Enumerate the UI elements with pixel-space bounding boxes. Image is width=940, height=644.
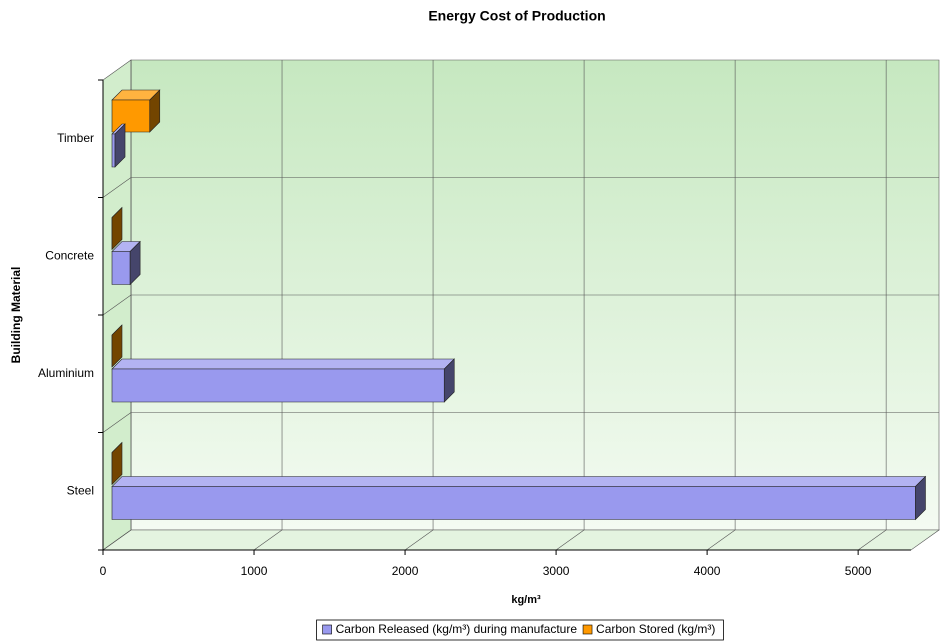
bar bbox=[111, 206, 123, 251]
bar-side bbox=[443, 358, 455, 403]
bar-side bbox=[114, 123, 126, 168]
y-tick-label: Steel bbox=[67, 483, 94, 497]
bar-side bbox=[111, 324, 123, 368]
bar bbox=[111, 123, 126, 168]
y-axis-label: Building Material bbox=[9, 267, 23, 364]
legend-swatch bbox=[322, 624, 332, 635]
legend-label: Carbon Stored (kg/m³) bbox=[596, 622, 715, 636]
legend-swatch bbox=[582, 624, 593, 635]
bar bbox=[111, 324, 123, 368]
y-tick-label: Concrete bbox=[45, 248, 94, 262]
legend: Carbon Released (kg/m³) during manufactu… bbox=[316, 619, 724, 641]
bar-side bbox=[149, 89, 161, 133]
x-tick-label: 3000 bbox=[543, 564, 570, 578]
grid-line bbox=[555, 529, 585, 551]
bar-front bbox=[111, 99, 151, 133]
chart-title: Energy Cost of Production bbox=[428, 8, 605, 24]
x-tick-label: 1000 bbox=[241, 564, 268, 578]
bar bbox=[111, 240, 141, 286]
bar-side bbox=[111, 206, 123, 251]
x-tick-label: 2000 bbox=[392, 564, 419, 578]
x-axis-label: kg/m³ bbox=[511, 594, 541, 606]
x-tick-label: 5000 bbox=[845, 564, 872, 578]
grid-line bbox=[404, 529, 434, 551]
bar bbox=[111, 441, 123, 486]
bar-side bbox=[129, 240, 141, 286]
band-line bbox=[102, 294, 132, 316]
band-line bbox=[102, 412, 132, 433]
bar-side bbox=[915, 475, 926, 521]
bar bbox=[111, 475, 927, 521]
bar bbox=[111, 89, 161, 133]
bar bbox=[111, 358, 455, 403]
grid-line bbox=[857, 529, 887, 551]
bar-front bbox=[111, 486, 916, 520]
bar-top bbox=[111, 358, 455, 370]
legend-box bbox=[316, 619, 724, 641]
plot-area: 0 1000 2000 3000 4000 5000 Timber Concrete Alumi… bbox=[38, 59, 940, 578]
y-tick-label: Timber bbox=[57, 131, 94, 145]
x-tick-label: 4000 bbox=[694, 564, 721, 578]
y-tick-label: Aluminium bbox=[38, 366, 94, 380]
x-tick-label: 0 bbox=[100, 564, 107, 578]
grid-line bbox=[706, 529, 736, 551]
bar-top bbox=[111, 476, 927, 487]
bar-front bbox=[111, 133, 116, 168]
floor bbox=[102, 529, 940, 551]
bar-side bbox=[111, 441, 123, 486]
legend-label: Carbon Released (kg/m³) during manufactu… bbox=[336, 622, 578, 636]
grid-line bbox=[102, 529, 132, 551]
bar-front bbox=[111, 251, 131, 285]
band-line bbox=[102, 177, 132, 198]
bar-front bbox=[111, 368, 445, 403]
grid-line bbox=[253, 529, 283, 551]
